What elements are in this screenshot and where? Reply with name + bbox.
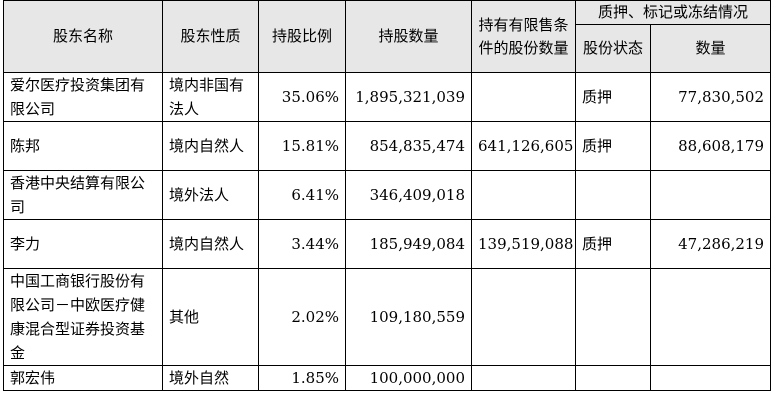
shareholder-table: 股东名称 股东性质 持股比例 持股数量 持有有限售条件的股份数量 质押、标记或冻… xyxy=(3,0,772,391)
header-shareholder-name: 股东名称 xyxy=(3,0,163,73)
cell-pledge-status: 质押 xyxy=(575,121,651,171)
cell-pledge-quantity: 47,286,219 xyxy=(649,219,772,269)
header-holding-quantity: 持股数量 xyxy=(345,0,472,73)
cell-ratio: 1.85% xyxy=(258,365,346,391)
header-restricted-shares: 持有有限售条件的股份数量 xyxy=(471,0,576,73)
cell-pledge-quantity xyxy=(649,365,772,391)
cell-pledge-status: 质押 xyxy=(575,72,651,122)
cell-pledge-status xyxy=(575,268,651,366)
table-row: 香港中央结算有限公司 境外法人 6.41% 346,409,018 xyxy=(3,170,772,220)
cell-quantity: 109,180,559 xyxy=(345,268,472,366)
cell-name: 郭宏伟 xyxy=(3,365,163,391)
table-row: 陈邦 境内自然人 15.81% 854,835,474 641,126,605 … xyxy=(3,121,772,171)
cell-restricted xyxy=(471,365,576,391)
cell-name: 爱尔医疗投资集团有限公司 xyxy=(3,72,163,122)
cell-nature: 境内非国有法人 xyxy=(162,72,259,122)
cell-quantity: 854,835,474 xyxy=(345,121,472,171)
cell-ratio: 3.44% xyxy=(258,219,346,269)
cell-name: 陈邦 xyxy=(3,121,163,171)
cell-pledge-status xyxy=(575,365,651,391)
cell-nature: 境内自然人 xyxy=(162,121,259,171)
cell-name: 香港中央结算有限公司 xyxy=(3,170,163,220)
cell-quantity: 346,409,018 xyxy=(345,170,472,220)
cell-ratio: 2.02% xyxy=(258,268,346,366)
cell-pledge-quantity: 77,830,502 xyxy=(649,72,772,122)
cell-restricted xyxy=(471,170,576,220)
cell-pledge-status: 质押 xyxy=(575,219,651,269)
header-pledge-group: 质押、标记或冻结情况 xyxy=(574,0,772,25)
cell-restricted xyxy=(471,72,576,122)
cell-restricted: 641,126,605 xyxy=(471,121,576,171)
cell-ratio: 6.41% xyxy=(258,170,346,220)
cell-pledge-quantity: 88,608,179 xyxy=(649,121,772,171)
cell-nature: 其他 xyxy=(162,268,259,366)
cell-nature: 境内自然人 xyxy=(162,219,259,269)
header-holding-ratio: 持股比例 xyxy=(258,0,346,73)
table-row: 郭宏伟 境外自然 1.85% 100,000,000 xyxy=(3,365,772,391)
cell-nature: 境外法人 xyxy=(162,170,259,220)
cell-restricted xyxy=(471,268,576,366)
cell-pledge-quantity xyxy=(649,268,772,366)
table-row: 李力 境内自然人 3.44% 185,949,084 139,519,088 质… xyxy=(3,219,772,269)
cell-quantity: 185,949,084 xyxy=(345,219,472,269)
header-pledge-status: 股份状态 xyxy=(575,24,651,73)
table-row: 中国工商银行股份有限公司－中欧医疗健康混合型证券投资基金 其他 2.02% 10… xyxy=(3,268,772,366)
cell-pledge-status xyxy=(575,170,651,220)
cell-ratio: 15.81% xyxy=(258,121,346,171)
cell-quantity: 100,000,000 xyxy=(345,365,472,391)
cell-restricted: 139,519,088 xyxy=(471,219,576,269)
cell-quantity: 1,895,321,039 xyxy=(345,72,472,122)
cell-name: 中国工商银行股份有限公司－中欧医疗健康混合型证券投资基金 xyxy=(3,268,163,366)
cell-nature: 境外自然 xyxy=(162,365,259,391)
cell-name: 李力 xyxy=(3,219,163,269)
header-pledge-quantity: 数量 xyxy=(649,24,772,73)
cell-ratio: 35.06% xyxy=(258,72,346,122)
header-shareholder-nature: 股东性质 xyxy=(162,0,259,73)
cell-pledge-quantity xyxy=(649,170,772,220)
table-row: 爱尔医疗投资集团有限公司 境内非国有法人 35.06% 1,895,321,03… xyxy=(3,72,772,122)
